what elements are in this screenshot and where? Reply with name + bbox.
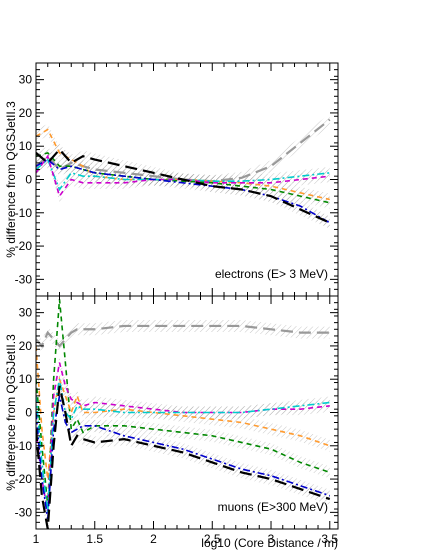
series-line-3	[36, 362, 330, 513]
series-line-5	[36, 395, 331, 520]
panel-top: 30 20 10 0 -10 -20 -30 % difference from QGSJet…	[4, 62, 339, 297]
y-tick-label: 0	[25, 173, 32, 187]
panel-annotation: electrons (E> 3 MeV)	[215, 267, 328, 281]
x-tick-label: 2	[150, 532, 157, 546]
series-line-0	[36, 118, 331, 183]
uncertainty-band-4	[36, 373, 330, 519]
y-tick-label: 10	[19, 139, 33, 153]
y-tick-label: -10	[15, 206, 33, 220]
y-tick-label: 20	[19, 339, 33, 353]
y-tick-label: -20	[15, 239, 33, 253]
y-tick-label: -30	[15, 272, 33, 286]
panel-annotation: muons (E>300 MeV)	[218, 500, 328, 514]
series-line-3	[36, 158, 330, 192]
series-line-4	[36, 154, 330, 198]
series-line-4	[36, 379, 330, 513]
series-line-6	[36, 147, 331, 224]
series-line-1	[36, 299, 331, 506]
uncertainty-band-0	[36, 319, 330, 352]
series-line-0	[36, 324, 330, 348]
uncertainty-band-6	[36, 379, 330, 529]
y-tick-label: 20	[19, 106, 33, 120]
panel-bottom: 30 20 10 0 -10 -20 -301 1.5 2 2.5 3 3.5 % difference…	[4, 295, 339, 550]
uncertainty-band-6	[36, 143, 330, 229]
y-tick-label: -10	[15, 439, 33, 453]
uncertainty-band-5	[36, 153, 330, 229]
y-axis-label: % difference from QGSJetII.3	[4, 101, 18, 258]
x-axis-label: log10 (Core Distance / m)	[201, 536, 338, 550]
x-tick-label: 1	[33, 532, 40, 546]
x-tick-label: 3	[268, 532, 275, 546]
y-tick-label: 0	[25, 406, 32, 420]
y-axis-label: % difference from QGSJetII.3	[4, 334, 18, 491]
y-tick-label: 30	[19, 306, 33, 320]
series-line-6	[36, 385, 331, 529]
y-tick-label: 30	[19, 73, 33, 87]
y-tick-label: 10	[19, 372, 33, 386]
y-tick-label: -30	[15, 505, 33, 519]
x-tick-label: 1.5	[86, 532, 103, 546]
series-line-5	[36, 158, 331, 224]
y-tick-label: -20	[15, 472, 33, 486]
series-line-1	[36, 128, 330, 201]
x-tick-label: 2.5	[204, 532, 221, 546]
x-tick-label: 3.5	[321, 532, 338, 546]
